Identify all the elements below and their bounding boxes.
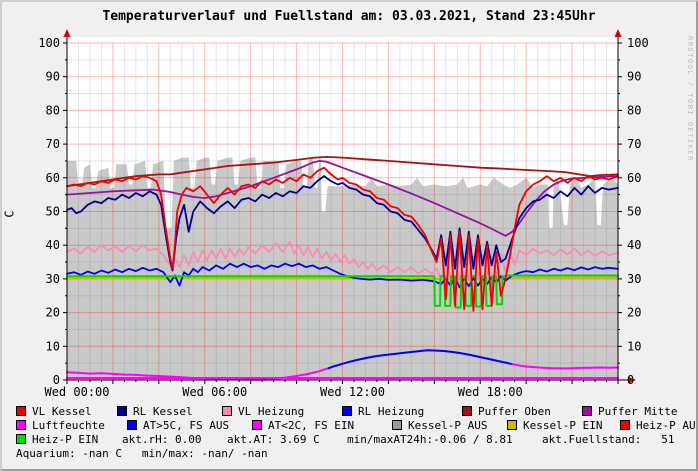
legend-label-puffer-oben: Puffer Oben xyxy=(478,405,551,418)
y-tick-label-left: 70 xyxy=(46,137,60,151)
y-axis-arrow-right xyxy=(614,29,622,37)
legend-label-akt-fuellstand-51: akt.Fuellstand: 51 xyxy=(542,433,675,446)
legend-swatch-puffer-mitte xyxy=(582,406,592,416)
series-line-puffer-oben xyxy=(66,155,619,188)
legend-label-akt-rh-0-00: akt.rH: 0.00 xyxy=(122,433,202,446)
series-line-vl-kessel xyxy=(66,166,619,312)
y-tick-label-left: 30 xyxy=(46,272,60,286)
legend-row-4: Aquarium: -nan C min/max: -nan/ -nan xyxy=(2,447,696,460)
x-tick-label: Wed 18:00 xyxy=(458,385,523,399)
legend-label-aquarium-nan-c-min-max-nan-nan: Aquarium: -nan C min/max: -nan/ -nan xyxy=(16,447,268,460)
chart-title: Temperaturverlauf und Fuellstand am: 03.… xyxy=(102,9,596,24)
legend-swatch-heiz-p-aus xyxy=(620,420,630,430)
legend-label-at-5c-fs-aus: AT>5C, FS AUS xyxy=(143,419,230,432)
legend-label-heiz-p-ein: Heiz-P EIN xyxy=(32,433,99,446)
rrdtool-watermark: RRDTOOL / TOBI OETIKER xyxy=(686,36,694,162)
legend-label-rl-heizung: RL Heizung xyxy=(358,405,425,418)
x-tick-label: Wed 06:00 xyxy=(182,385,247,399)
legend-label-heiz-p-aus: Heiz-P AUS xyxy=(636,419,698,432)
series-line-at-fs-ein-2 xyxy=(511,363,619,370)
y-tick-label-right: 70 xyxy=(627,137,641,151)
legend-swatch-vl-kessel xyxy=(16,406,26,416)
legend-label-at-2c-fs-ein: AT<2C, FS EIN xyxy=(268,419,355,432)
y-tick-label-right: 100 xyxy=(627,36,649,50)
series-area-kessel-p-aus xyxy=(67,157,618,380)
y-tick-label-right: 60 xyxy=(627,171,641,185)
legend-swatch-kessel-p-aus xyxy=(392,420,402,430)
legend-label-kessel-p-ein: Kessel-P EIN xyxy=(523,419,603,432)
y-tick-label-left: 0 xyxy=(53,373,60,387)
legend-swatch-puffer-oben xyxy=(462,406,472,416)
x-tick-label: Wed 00:00 xyxy=(44,385,109,399)
series-line-at-fs-ein-1 xyxy=(66,367,330,381)
legend-label-akt-at-3-69-c: akt.AT: 3.69 C xyxy=(227,433,320,446)
y-tick-label-right: 50 xyxy=(627,205,641,219)
y-tick-label-left: 40 xyxy=(46,238,60,252)
legend-row-2: Luftfeuchte AT>5C, FS AUS AT<2C, FS EIN Kes… xyxy=(2,419,696,432)
y-tick-label-left: 20 xyxy=(46,306,60,320)
y-tick-label-right: 40 xyxy=(627,238,641,252)
y-tick-label-left: 50 xyxy=(46,205,60,219)
legend-label-min-maxat24h-0-06-8-81: min/maxAT24h:-0.06 / 8.81 xyxy=(347,433,513,446)
legend-label-luftfeuchte: Luftfeuchte xyxy=(32,419,105,432)
series-line-at-fs-aus xyxy=(327,349,514,370)
legend-swatch-luftfeuchte xyxy=(16,420,26,430)
legend-label-vl-heizung: VL Heizung xyxy=(238,405,305,418)
legend-label-kessel-p-aus: Kessel-P AUS xyxy=(408,419,488,432)
legend-swatch-heiz-p-ein xyxy=(16,434,26,444)
y-tick-label-right: 10 xyxy=(627,339,641,353)
y-tick-label-left: 90 xyxy=(46,70,60,84)
legend: VL Kessel RL Kessel VL Heizung RL Heizung Pu… xyxy=(2,405,696,465)
y-axis-arrow-left xyxy=(63,29,71,37)
y-tick-label-right: 90 xyxy=(627,70,641,84)
legend-swatch-rl-kessel xyxy=(117,406,127,416)
legend-swatch-at-2c-fs-ein xyxy=(252,420,262,430)
y-tick-label-right: 0 xyxy=(627,373,634,387)
y-tick-label-left: 10 xyxy=(46,339,60,353)
y-tick-label-right: 80 xyxy=(627,103,641,117)
y-tick-label-left: 80 xyxy=(46,103,60,117)
y-tick-label-left: 100 xyxy=(38,36,60,50)
y-tick-label-left: 60 xyxy=(46,171,60,185)
legend-row-1: VL Kessel RL Kessel VL Heizung RL Heizung Pu… xyxy=(2,405,696,418)
legend-label-rl-kessel: RL Kessel xyxy=(133,405,193,418)
y-tick-label-right: 30 xyxy=(627,272,641,286)
legend-label-vl-kessel: VL Kessel xyxy=(32,405,92,418)
series-line-rl-heizung xyxy=(66,262,619,289)
legend-swatch-rl-heizung xyxy=(342,406,352,416)
x-tick-label: Wed 12:00 xyxy=(320,385,385,399)
legend-swatch-kessel-p-ein xyxy=(507,420,517,430)
legend-swatch-vl-heizung xyxy=(222,406,232,416)
legend-swatch-at-5c-fs-aus xyxy=(127,420,137,430)
y-tick-label-right: 20 xyxy=(627,306,641,320)
x-axis-arrow xyxy=(628,376,636,384)
legend-label-puffer-mitte: Puffer Mitte xyxy=(598,405,678,418)
legend-row-3: Heiz-P EIN akt.rH: 0.00 akt.AT: 3.69 C min/… xyxy=(2,433,696,446)
